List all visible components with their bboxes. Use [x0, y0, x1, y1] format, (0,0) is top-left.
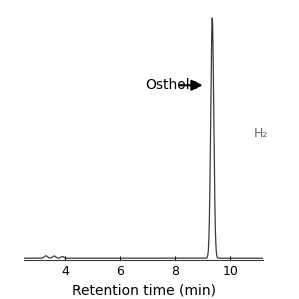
Text: Osthole: Osthole [145, 78, 198, 92]
X-axis label: Retention time (min): Retention time (min) [71, 283, 216, 298]
Text: H₂: H₂ [254, 127, 268, 140]
